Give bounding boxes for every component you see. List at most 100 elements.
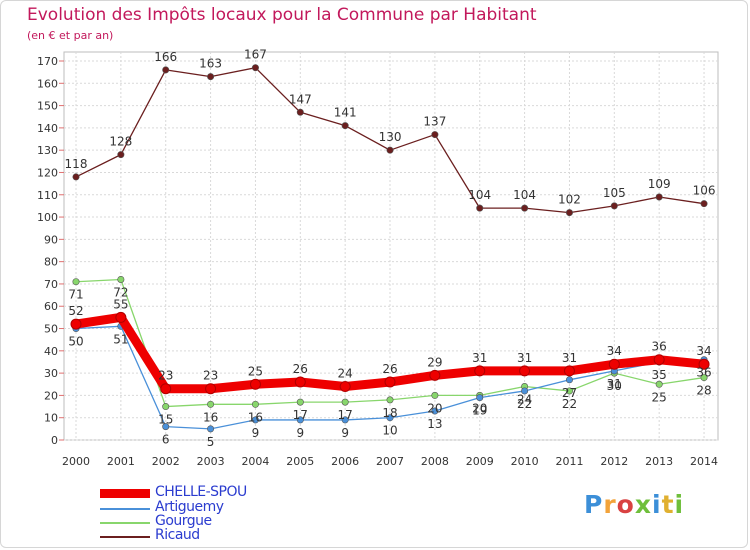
data-point-artiguemy xyxy=(431,407,439,415)
data-label-artiguemy: 19 xyxy=(472,404,487,418)
y-tick-label: 10 xyxy=(44,412,58,425)
data-point-chelle-spou xyxy=(249,378,261,390)
data-point-artiguemy xyxy=(296,416,304,424)
y-tick-label: 110 xyxy=(37,189,58,202)
data-label-gourgue: 24 xyxy=(517,392,532,406)
data-point-ricaud xyxy=(610,202,618,210)
data-label-ricaud: 105 xyxy=(603,186,626,200)
x-tick-label: 2006 xyxy=(331,455,359,468)
data-label-artiguemy: 13 xyxy=(427,417,442,431)
data-label-artiguemy: 9 xyxy=(252,426,260,440)
data-label-ricaud: 118 xyxy=(65,157,88,171)
data-point-artiguemy xyxy=(386,414,394,422)
data-point-chelle-spou xyxy=(653,354,665,366)
data-label-gourgue: 15 xyxy=(158,413,173,427)
data-label-ricaud: 141 xyxy=(334,106,357,120)
data-label-chelle-spou: 23 xyxy=(158,369,173,383)
x-tick-label: 2003 xyxy=(197,455,225,468)
data-label-chelle-spou: 31 xyxy=(517,351,532,365)
y-tick-label: 40 xyxy=(44,345,58,358)
data-point-artiguemy xyxy=(565,376,573,384)
x-tick-label: 2009 xyxy=(466,455,494,468)
data-label-gourgue: 71 xyxy=(68,288,83,302)
data-point-chelle-spou xyxy=(160,383,172,395)
data-label-ricaud: 166 xyxy=(154,50,177,64)
data-point-ricaud xyxy=(296,108,304,116)
data-point-ricaud xyxy=(700,200,708,208)
legend-item-gourgue: Gourgue xyxy=(100,513,340,530)
data-label-gourgue: 16 xyxy=(203,410,218,424)
data-label-chelle-spou: 55 xyxy=(113,297,128,311)
data-point-gourgue xyxy=(162,403,170,411)
legend-swatch xyxy=(100,522,150,524)
data-label-gourgue: 20 xyxy=(427,401,442,415)
data-label-ricaud: 137 xyxy=(423,115,446,129)
data-label-chelle-spou: 24 xyxy=(338,366,353,380)
data-point-ricaud xyxy=(431,131,439,139)
data-label-gourgue: 25 xyxy=(652,390,667,404)
data-label-artiguemy: 6 xyxy=(162,433,170,447)
data-point-gourgue xyxy=(117,275,125,283)
y-tick-label: 130 xyxy=(37,144,58,157)
y-tick-label: 90 xyxy=(44,233,58,246)
x-tick-label: 2001 xyxy=(107,455,135,468)
x-tick-label: 2011 xyxy=(555,455,583,468)
legend-label: CHELLE-SPOU xyxy=(155,484,247,500)
data-point-chelle-spou xyxy=(384,376,396,388)
logo-letter: P xyxy=(584,490,604,519)
x-tick-label: 2014 xyxy=(690,455,718,468)
y-tick-label: 100 xyxy=(37,211,58,224)
data-point-ricaud xyxy=(207,73,215,81)
data-point-ricaud xyxy=(72,173,80,181)
data-point-ricaud xyxy=(565,209,573,217)
data-label-artiguemy: 50 xyxy=(68,335,83,349)
logo-letter: r xyxy=(603,490,617,519)
data-label-ricaud: 102 xyxy=(558,193,581,207)
data-label-ricaud: 128 xyxy=(109,135,132,149)
data-label-chelle-spou: 31 xyxy=(562,351,577,365)
y-tick-label: 30 xyxy=(44,367,58,380)
data-label-gourgue: 30 xyxy=(607,379,622,393)
data-label-artiguemy: 9 xyxy=(341,426,349,440)
y-tick-label: 0 xyxy=(51,434,58,447)
x-tick-label: 2005 xyxy=(286,455,314,468)
data-label-ricaud: 104 xyxy=(513,188,536,202)
data-label-chelle-spou: 25 xyxy=(248,364,263,378)
data-point-chelle-spou xyxy=(205,383,217,395)
x-tick-label: 2008 xyxy=(421,455,449,468)
y-tick-label: 150 xyxy=(37,100,58,113)
x-tick-label: 2004 xyxy=(241,455,269,468)
data-label-ricaud: 109 xyxy=(648,177,671,191)
logo-letter: o xyxy=(616,490,635,519)
data-label-artiguemy: 36 xyxy=(696,366,711,380)
x-tick-label: 2012 xyxy=(600,455,628,468)
data-point-ricaud xyxy=(386,146,394,154)
data-label-gourgue: 17 xyxy=(293,408,308,422)
data-point-gourgue xyxy=(251,400,259,408)
data-point-ricaud xyxy=(251,64,259,72)
data-point-chelle-spou xyxy=(294,376,306,388)
y-tick-label: 20 xyxy=(44,389,58,402)
data-label-ricaud: 106 xyxy=(693,184,716,198)
data-point-ricaud xyxy=(117,151,125,159)
legend-swatch xyxy=(100,489,150,498)
data-label-artiguemy: 31 xyxy=(607,377,622,391)
data-point-artiguemy xyxy=(162,423,170,431)
data-point-gourgue xyxy=(655,380,663,388)
data-label-artiguemy: 9 xyxy=(296,426,304,440)
y-tick-label: 140 xyxy=(37,122,58,135)
data-label-artiguemy: 5 xyxy=(207,435,215,449)
legend-label: Artiguemy xyxy=(155,499,224,515)
data-label-chelle-spou: 36 xyxy=(652,340,667,354)
data-point-artiguemy xyxy=(521,387,529,395)
data-label-artiguemy: 51 xyxy=(113,332,128,346)
data-point-chelle-spou xyxy=(115,311,127,323)
legend-label: Gourgue xyxy=(155,513,212,529)
data-point-gourgue xyxy=(72,278,80,286)
data-label-ricaud: 163 xyxy=(199,57,222,71)
data-label-gourgue: 18 xyxy=(382,406,397,420)
data-label-ricaud: 104 xyxy=(468,188,491,202)
data-label-gourgue: 22 xyxy=(562,397,577,411)
